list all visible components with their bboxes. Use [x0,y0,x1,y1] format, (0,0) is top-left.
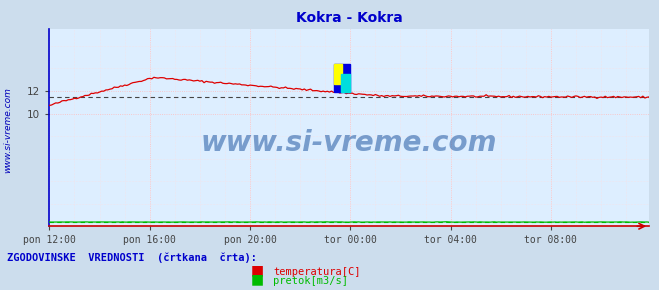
Text: ■: ■ [250,273,264,287]
Text: ZGODOVINSKE  VREDNOSTI  (črtkana  črta):: ZGODOVINSKE VREDNOSTI (črtkana črta): [7,253,256,263]
Text: temperatura[C]: temperatura[C] [273,267,361,277]
Text: ■: ■ [250,263,264,277]
Title: Kokra - Kokra: Kokra - Kokra [296,11,403,25]
Bar [333,64,351,92]
Text: pretok[m3/s]: pretok[m3/s] [273,276,349,287]
Bar [333,64,342,84]
Bar [341,74,351,92]
Text: www.si-vreme.com: www.si-vreme.com [3,88,13,173]
Text: www.si-vreme.com: www.si-vreme.com [201,129,498,157]
